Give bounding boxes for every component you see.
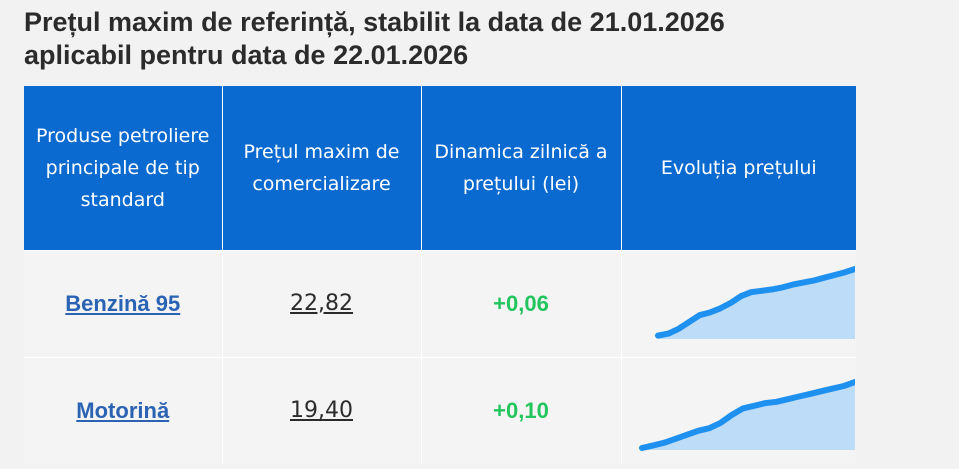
price-sparkline: [654, 265, 855, 339]
price-value[interactable]: 22,82: [290, 291, 353, 316]
column-header-evolution: Evoluția prețului: [621, 86, 856, 250]
column-header-price: Prețul maxim de comercializare: [222, 86, 422, 250]
sparkline-line: [654, 265, 855, 339]
delta-cell: +0,06: [421, 249, 622, 357]
column-header-dynamics: Dinamica zilnică a prețului (lei): [421, 86, 622, 250]
table-header-row: Produse petroliere principale de tip sta…: [24, 86, 856, 250]
price-cell: 22,82: [222, 249, 422, 357]
price-sparkline: [638, 378, 855, 451]
table-row: Motorină 19,40 +0,10: [24, 356, 856, 464]
title-line-2: aplicabil pentru data de 22.01.2026: [24, 40, 469, 70]
column-header-product: Produse petroliere principale de tip sta…: [24, 86, 223, 250]
sparkline-line: [638, 378, 855, 451]
delta-value: +0,10: [493, 397, 549, 423]
product-cell: Motorină: [24, 356, 223, 464]
price-table: Produse petroliere principale de tip sta…: [24, 86, 856, 464]
product-link-motorina[interactable]: Motorină: [76, 397, 170, 423]
sparkline-area: [657, 268, 855, 339]
product-cell: Benzină 95: [24, 249, 223, 357]
price-value[interactable]: 19,40: [290, 398, 353, 424]
evolution-cell: [621, 356, 856, 464]
price-cell: 19,40: [222, 356, 422, 464]
product-link-benzina-95[interactable]: Benzină 95: [65, 290, 181, 316]
page-title: Prețul maxim de referință, stabilit la d…: [24, 6, 924, 72]
title-line-1: Prețul maxim de referință, stabilit la d…: [24, 7, 725, 37]
table-row: Benzină 95 22,82 +0,06: [24, 249, 856, 357]
delta-cell: +0,10: [421, 356, 622, 464]
delta-value: +0,06: [493, 290, 549, 316]
evolution-cell: [621, 249, 856, 357]
